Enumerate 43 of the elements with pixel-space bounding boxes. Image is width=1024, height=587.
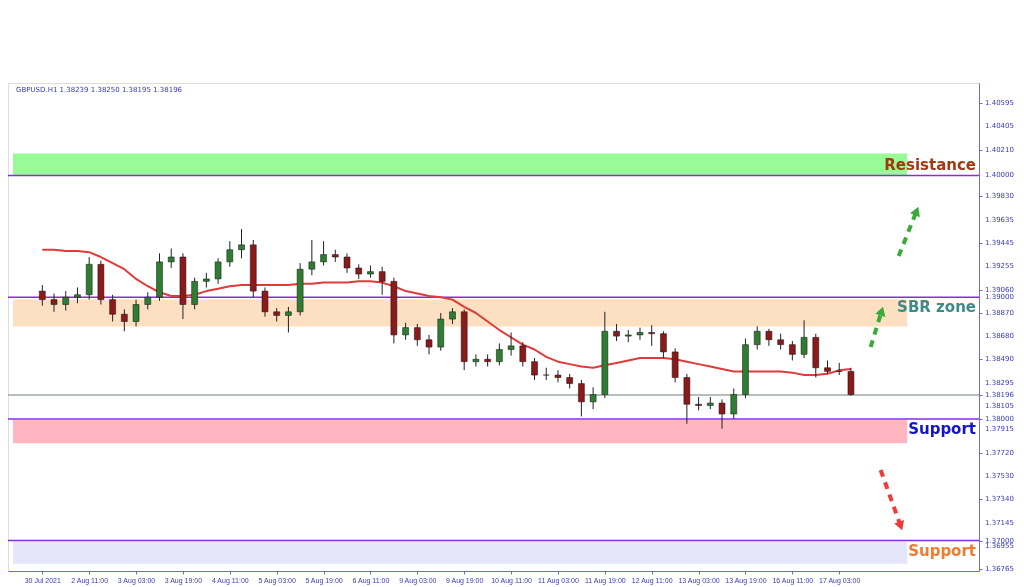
ref-line-label: Support [908,541,976,560]
candlestick [660,330,667,359]
candlestick [800,319,808,359]
ref-line-label: Support [908,419,976,438]
candlestick [765,328,773,347]
candlestick [308,239,316,276]
candlestick [132,299,140,327]
candlestick [238,228,245,259]
candlestick [226,240,234,268]
candlestick [554,369,562,383]
candlestick [39,284,46,307]
candlestick [425,334,433,355]
candlestick [519,341,527,368]
candlestick [121,308,128,332]
candlestick [636,327,644,341]
candlestick [62,290,69,312]
candlestick [507,331,515,357]
candlestick [343,252,351,274]
candlestick [835,362,843,376]
candlestick [50,293,58,313]
candlestick [589,386,597,410]
candlestick [531,357,538,381]
candlestick [472,353,480,368]
candlestick [191,277,198,310]
candlestick [414,323,421,347]
ref-line-label: Resistance [884,156,976,175]
candlestick [718,398,726,430]
candlestick [648,324,655,347]
candlestick [214,257,222,285]
candlestick [847,367,855,397]
candlestick [320,240,327,267]
candlestick [378,266,386,296]
candlestick [578,379,585,417]
candlestick [789,340,796,361]
candlestick [285,306,292,333]
line-series [41,248,852,377]
candlestick [261,286,269,318]
ref-line-label: SBR zone [897,298,976,317]
candlestick [109,294,116,323]
candlestick [496,342,503,366]
candlestick [167,248,175,269]
candlestick [730,387,737,420]
candlestick [753,325,761,351]
